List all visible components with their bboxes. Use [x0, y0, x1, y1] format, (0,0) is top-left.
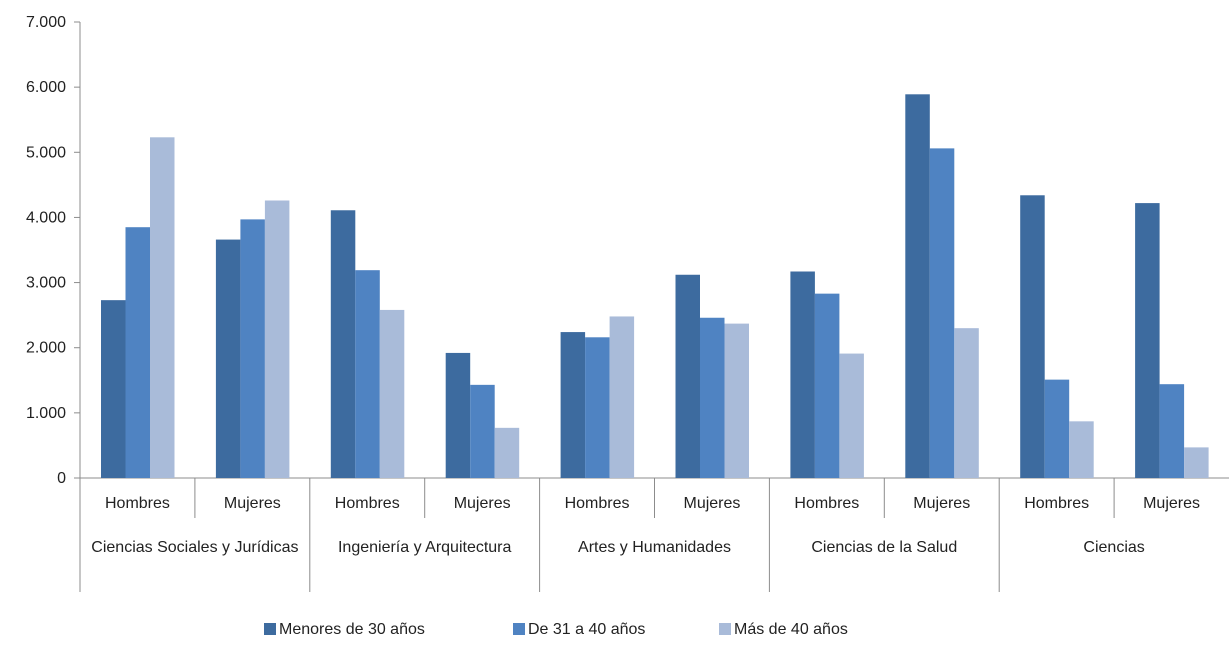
y-tick-label: 5.000: [26, 144, 66, 161]
group-labels: Ciencias Sociales y Jurídicas Ingeniería …: [91, 539, 1144, 556]
bar-2-5: [724, 323, 749, 478]
category-label: Hombres: [335, 495, 400, 512]
bar-0-6: [790, 271, 815, 478]
bar-2-8: [1069, 421, 1094, 478]
y-axis-ticks: 0 1.000 2.000 3.000 4.000 5.000 6.000 7.000: [26, 14, 80, 487]
category-label: Hombres: [105, 495, 170, 512]
bar-1-4: [585, 337, 610, 478]
bar-1-7: [929, 148, 955, 478]
legend-label: Más de 40 años: [734, 621, 848, 638]
legend: Menores de 30 años De 31 a 40 años Más de …: [264, 621, 848, 638]
bar-0-2: [330, 210, 356, 478]
bar-2-2: [379, 309, 405, 478]
bar-1-1: [240, 219, 265, 478]
legend-swatch: [264, 623, 276, 635]
bar-0-3: [445, 352, 471, 478]
bar-2-0: [150, 137, 175, 478]
bar-2-6: [839, 353, 864, 478]
group-label: Ciencias de la Salud: [811, 539, 957, 556]
bar-0-4: [560, 332, 586, 478]
bar-0-9: [1135, 203, 1160, 478]
category-label: Mujeres: [224, 495, 281, 512]
bar-1-3: [470, 384, 495, 478]
group-label: Artes y Humanidades: [578, 539, 731, 556]
y-tick-label: 6.000: [26, 79, 66, 96]
y-tick-label: 0: [57, 470, 66, 487]
y-tick-label: 7.000: [26, 14, 66, 31]
category-label: Mujeres: [683, 495, 740, 512]
group-label: Ingeniería y Arquitectura: [338, 539, 512, 556]
bars: [101, 94, 1209, 479]
bar-0-1: [215, 239, 241, 478]
bar-1-8: [1044, 379, 1070, 478]
category-label: Mujeres: [913, 495, 970, 512]
bar-2-3: [494, 427, 520, 478]
group-label: Ciencias Sociales y Jurídicas: [91, 539, 298, 556]
category-label: Hombres: [794, 495, 859, 512]
bar-0-7: [905, 94, 930, 479]
y-tick-label: 3.000: [26, 275, 66, 292]
bar-1-2: [355, 270, 380, 478]
y-tick-label: 1.000: [26, 405, 66, 422]
legend-swatch: [513, 623, 525, 635]
legend-swatch: [719, 623, 731, 635]
y-tick-label: 4.000: [26, 209, 66, 226]
group-label: Ciencias: [1083, 539, 1144, 556]
bar-2-1: [264, 200, 290, 478]
bar-1-5: [700, 317, 725, 478]
bar-0-8: [1020, 195, 1045, 478]
bar-1-6: [814, 293, 840, 478]
y-tick-label: 2.000: [26, 340, 66, 357]
bar-2-7: [954, 328, 979, 478]
category-label: Mujeres: [454, 495, 511, 512]
legend-label: De 31 a 40 años: [528, 621, 645, 638]
category-label: Hombres: [1024, 495, 1089, 512]
bar-2-4: [609, 316, 635, 478]
bar-1-0: [125, 227, 150, 478]
category-labels: Hombres Mujeres Hombres Mujeres Hombres Mujer…: [105, 495, 1200, 512]
legend-label: Menores de 30 años: [279, 621, 425, 638]
bar-2-9: [1184, 447, 1209, 478]
bar-1-9: [1159, 384, 1185, 478]
bar-0-5: [675, 274, 700, 478]
category-label: Mujeres: [1143, 495, 1200, 512]
category-label: Hombres: [565, 495, 630, 512]
bar-0-0: [101, 300, 126, 478]
